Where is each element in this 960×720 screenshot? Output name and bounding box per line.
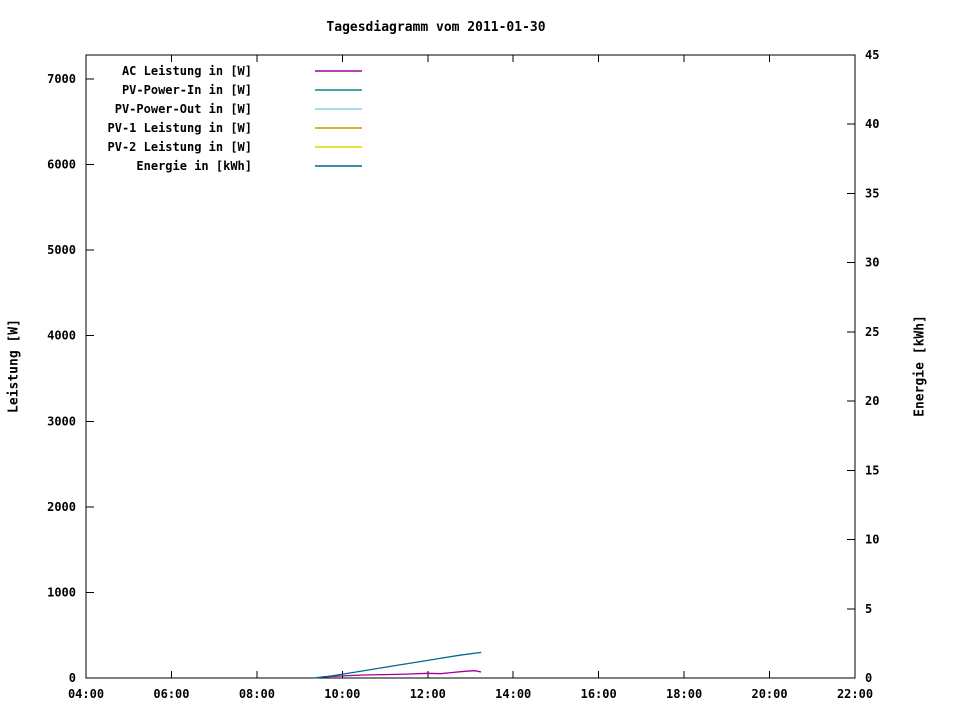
y-left-tick-label: 1000 <box>47 585 76 599</box>
legend-label: PV-1 Leistung in [W] <box>108 121 253 135</box>
y-right-tick-label: 15 <box>865 463 879 477</box>
x-tick-label: 10:00 <box>324 687 360 701</box>
y-right-tick-label: 30 <box>865 256 879 270</box>
plot-border <box>85 54 856 679</box>
y-right-tick-label: 5 <box>865 602 872 616</box>
series-line-ac-leistung-in-w <box>320 670 482 678</box>
x-tick-label: 14:00 <box>495 687 531 701</box>
y-left-tick-label: 5000 <box>47 243 76 257</box>
legend-label: PV-2 Leistung in [W] <box>108 140 253 154</box>
x-tick-label: 04:00 <box>68 687 104 701</box>
x-tick-label: 22:00 <box>837 687 873 701</box>
series-line-energie-in-kwh <box>313 651 482 679</box>
x-tick-label: 20:00 <box>751 687 787 701</box>
y-left-tick-label: 0 <box>69 671 76 685</box>
y-right-tick-label: 20 <box>865 394 879 408</box>
y-right-tick-label: 0 <box>865 671 872 685</box>
y-right-tick-label: 10 <box>865 533 879 547</box>
legend-label: Energie in [kWh] <box>136 159 252 173</box>
y-left-tick-label: 3000 <box>47 414 76 428</box>
x-tick-label: 12:00 <box>410 687 446 701</box>
x-tick-label: 18:00 <box>666 687 702 701</box>
y-left-tick-label: 4000 <box>47 329 76 343</box>
legend-label: AC Leistung in [W] <box>122 64 252 78</box>
x-tick-label: 08:00 <box>239 687 275 701</box>
legend-label: PV-Power-In in [W] <box>122 83 252 97</box>
y-left-tick-label: 6000 <box>47 158 76 172</box>
y-right-tick-label: 40 <box>865 117 879 131</box>
legend-label: PV-Power-Out in [W] <box>115 102 252 116</box>
y-right-tick-label: 25 <box>865 325 879 339</box>
x-tick-label: 16:00 <box>581 687 617 701</box>
y-left-tick-label: 7000 <box>47 72 76 86</box>
y-right-tick-label: 35 <box>865 186 879 200</box>
chart-title: Tagesdiagramm vom 2011-01-30 <box>326 20 546 35</box>
y-right-tick-label: 45 <box>865 48 879 62</box>
x-tick-label: 06:00 <box>153 687 189 701</box>
y-left-tick-label: 2000 <box>47 500 76 514</box>
